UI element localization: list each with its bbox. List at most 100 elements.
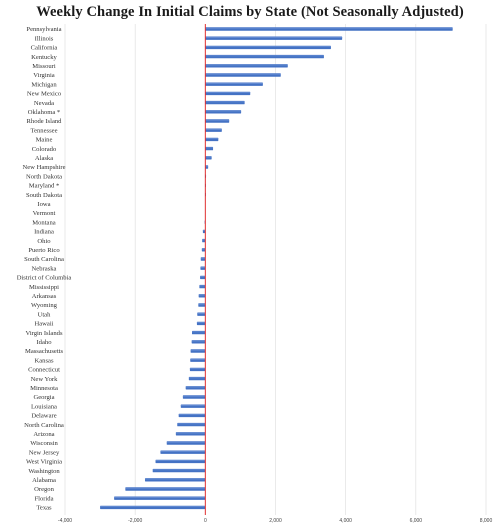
bar-highlight xyxy=(205,147,214,149)
bar-highlight xyxy=(200,257,206,259)
category-label: Maine xyxy=(36,137,53,144)
category-label: South Carolina xyxy=(24,256,64,263)
bar-highlight xyxy=(205,37,343,38)
category-label: Georgia xyxy=(33,394,54,401)
category-label: Virginia xyxy=(33,72,55,79)
category-label: Arizona xyxy=(33,431,54,438)
bar-highlight xyxy=(205,64,288,66)
bar-highlight xyxy=(200,276,206,277)
bar-highlight xyxy=(188,377,206,379)
category-label: Wisconsin xyxy=(30,440,58,447)
bar-highlight xyxy=(202,230,206,231)
bar-highlight xyxy=(191,340,206,342)
category-label: Florida xyxy=(34,495,53,502)
bar-highlight xyxy=(205,138,219,139)
bar-highlight xyxy=(160,451,206,452)
category-label: Kentucky xyxy=(31,54,57,61)
category-label: Illinois xyxy=(35,35,54,42)
bar-layer xyxy=(100,27,453,510)
bar-highlight xyxy=(201,248,206,250)
category-label: Texas xyxy=(36,505,52,512)
bar-highlight xyxy=(166,441,206,443)
category-label: Louisiana xyxy=(31,403,57,410)
bar-highlight xyxy=(205,110,242,112)
bar-highlight xyxy=(196,322,206,323)
bar-highlight xyxy=(177,423,206,425)
category-label: Hawaii xyxy=(34,321,53,328)
category-label: Utah xyxy=(38,311,52,318)
category-label: Delaware xyxy=(31,413,56,420)
category-label: Oregon xyxy=(34,486,54,493)
category-label: New Mexico xyxy=(27,91,62,98)
x-tick-label: 0 xyxy=(204,518,207,524)
grid-layer xyxy=(64,24,487,515)
category-label: Michigan xyxy=(31,81,57,88)
category-label: Montana xyxy=(32,219,56,226)
bar-highlight xyxy=(205,46,331,47)
category-label: New Hampshire xyxy=(22,164,65,171)
category-label: New Jersey xyxy=(29,449,60,456)
bar-highlight xyxy=(182,395,206,397)
bar-highlight xyxy=(205,101,245,103)
bar-highlight xyxy=(205,119,230,121)
category-label: South Dakota xyxy=(26,192,62,199)
category-label: Alabama xyxy=(32,477,56,484)
category-label: Massachusetts xyxy=(25,348,64,355)
x-tick-label: -2,000 xyxy=(128,518,142,524)
x-tick-label: -4,000 xyxy=(58,518,72,524)
bar-highlight xyxy=(205,83,263,84)
bar-highlight xyxy=(205,27,453,29)
category-label: Pennsylvania xyxy=(26,26,61,33)
category-label: Washington xyxy=(28,468,60,475)
category-label: Missouri xyxy=(32,63,56,70)
x-tick-label: 6,000 xyxy=(410,518,423,524)
bar-highlight xyxy=(175,432,206,434)
category-label: Virgin Islands xyxy=(25,330,62,337)
category-label-layer: Pennsylvania Illinois California Kentucky Mi… xyxy=(17,26,72,511)
category-label: Mississippi xyxy=(29,284,59,291)
category-label: Nebraska xyxy=(32,265,57,272)
bar-highlight xyxy=(100,506,206,507)
category-label: California xyxy=(31,45,58,52)
category-label: Kansas xyxy=(34,357,53,364)
bar-highlight xyxy=(180,405,206,406)
bar-highlight xyxy=(178,414,206,415)
category-label: Connecticut xyxy=(28,367,60,374)
bar-highlight xyxy=(114,497,206,498)
chart-title: Weekly Change In Initial Claims by State… xyxy=(36,4,464,20)
category-label: North Carolina xyxy=(24,422,64,429)
category-label: Tennessee xyxy=(31,127,58,134)
bar-highlight xyxy=(205,73,281,75)
category-label: District of Columbia xyxy=(17,275,72,282)
bar-highlight xyxy=(190,349,206,351)
category-label: Vermont xyxy=(33,210,56,217)
x-tick-label: 2,000 xyxy=(269,518,282,524)
x-tick-layer: -4,000 -2,000 0 2,000 4,000 6,000 8,000 xyxy=(58,518,493,524)
bar-highlight xyxy=(144,478,206,480)
category-label: Oklahoma * xyxy=(28,109,60,116)
bar-highlight xyxy=(205,156,212,158)
bar-highlight xyxy=(198,294,206,296)
bar-highlight xyxy=(205,55,324,57)
category-label: North Dakota xyxy=(26,173,62,180)
bar-highlight xyxy=(152,469,206,471)
bar-highlight xyxy=(189,368,206,369)
x-tick-label: 4,000 xyxy=(339,518,352,524)
bar-highlight xyxy=(125,487,206,489)
bar-highlight xyxy=(205,92,251,93)
category-label: Ohio xyxy=(37,238,51,245)
category-label: Iowa xyxy=(37,201,50,208)
category-label: Puerto Rico xyxy=(28,247,60,254)
category-label: Alaska xyxy=(35,155,53,162)
category-label: Nevada xyxy=(34,100,54,107)
category-label: Arkansas xyxy=(32,293,57,300)
category-label: Idaho xyxy=(36,339,52,346)
x-tick-label: 8,000 xyxy=(480,518,493,524)
category-label: Wyoming xyxy=(31,302,58,309)
bar-highlight xyxy=(197,313,206,314)
category-label: Rhode Island xyxy=(27,118,63,125)
bar-highlight xyxy=(190,359,206,360)
bar-highlight xyxy=(198,303,206,305)
category-label: Colorado xyxy=(32,146,57,153)
